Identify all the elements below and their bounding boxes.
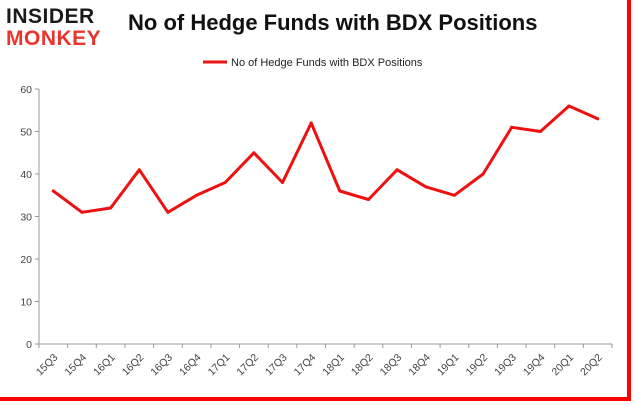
series-line <box>51 104 600 214</box>
data-point <box>596 117 600 121</box>
y-tick-label: 0 <box>26 339 32 351</box>
x-tick-label: 17Q1 <box>206 352 233 379</box>
data-point <box>309 121 313 125</box>
axes <box>38 89 612 345</box>
y-axis-ticks: 0 10 20 30 40 50 60 <box>20 84 39 351</box>
x-tick-label: 17Q2 <box>234 352 261 379</box>
data-point <box>538 130 542 133</box>
y-tick-label: 30 <box>20 212 32 224</box>
x-tick-label: 19Q4 <box>521 352 548 379</box>
y-tick-label: 10 <box>20 297 32 309</box>
y-tick-label: 20 <box>20 254 32 266</box>
data-point <box>51 189 55 193</box>
x-tick-label: 20Q2 <box>578 352 605 379</box>
data-point <box>166 210 170 214</box>
x-tick-label: 18Q4 <box>406 352 433 379</box>
x-tick-label: 17Q3 <box>263 352 290 379</box>
data-point <box>338 189 342 193</box>
x-tick-label: 15Q3 <box>34 352 61 379</box>
x-tick-label: 16Q3 <box>148 352 175 379</box>
data-point <box>510 125 514 129</box>
insider-monkey-logo: INSIDER MONKEY <box>6 6 114 52</box>
x-tick-label: 16Q4 <box>177 352 204 379</box>
data-point <box>281 181 285 184</box>
data-point <box>195 193 199 197</box>
data-point <box>395 168 399 172</box>
x-tick-label: 16Q1 <box>91 352 118 379</box>
y-tick-label: 50 <box>20 127 32 139</box>
x-tick-label: 16Q2 <box>120 352 147 379</box>
data-point <box>109 206 113 210</box>
chart-title: No of Hedge Funds with BDX Positions <box>128 10 538 35</box>
x-tick-label: 18Q3 <box>378 352 405 379</box>
x-tick-label: 18Q1 <box>320 352 347 379</box>
y-tick-label: 40 <box>20 169 32 181</box>
data-point <box>252 151 256 155</box>
legend-label: No of Hedge Funds with BDX Positions <box>231 57 423 69</box>
series-group <box>51 104 600 214</box>
data-point <box>567 104 571 108</box>
data-point <box>137 168 141 172</box>
data-point <box>481 172 485 176</box>
x-axis-ticks: 15Q3 15Q4 16Q1 16Q2 16Q3 16Q4 17Q1 17Q2 17Q3 17Q4… <box>34 344 613 379</box>
data-point <box>366 198 370 201</box>
x-tick-label: 19Q1 <box>435 352 462 379</box>
x-tick-label: 18Q2 <box>349 352 376 379</box>
x-tick-label: 15Q4 <box>62 352 89 379</box>
y-tick-label: 60 <box>20 84 32 96</box>
logo-line-1: INSIDER <box>6 5 95 28</box>
x-tick-label: 17Q4 <box>292 352 319 379</box>
x-tick-label: 20Q1 <box>549 352 576 379</box>
data-point <box>452 193 456 197</box>
data-point <box>80 210 84 214</box>
logo-line-2: MONKEY <box>6 27 102 50</box>
x-tick-label: 19Q3 <box>492 352 519 379</box>
data-point <box>424 185 428 189</box>
x-tick-label: 19Q2 <box>464 352 491 379</box>
data-point <box>223 181 227 184</box>
